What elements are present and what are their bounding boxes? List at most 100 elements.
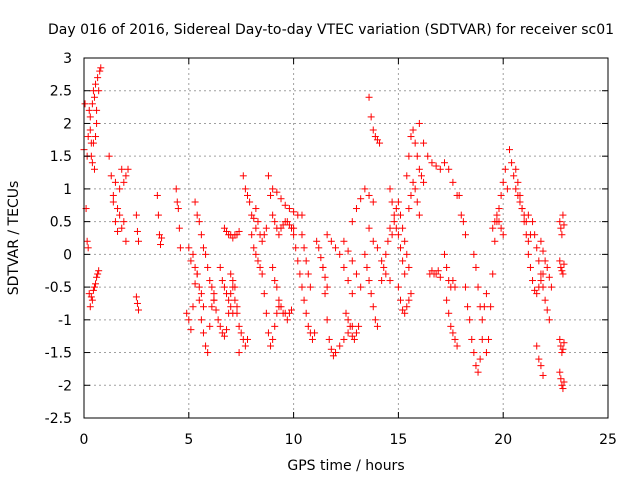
data-point: [403, 172, 411, 180]
data-point: [94, 74, 102, 82]
data-point: [187, 257, 195, 265]
data-point: [208, 303, 216, 311]
data-point: [449, 178, 457, 186]
data-point: [531, 231, 539, 239]
data-point: [390, 211, 398, 219]
data-point: [558, 231, 566, 239]
data-point: [87, 293, 95, 301]
data-point: [260, 231, 268, 239]
data-point: [470, 250, 478, 258]
data-point: [401, 309, 409, 317]
y-tick-label: 1: [63, 182, 72, 198]
data-point: [371, 316, 379, 324]
x-tick-label: 5: [184, 432, 193, 448]
data-point: [557, 263, 565, 271]
data-point: [235, 349, 243, 357]
data-point: [254, 218, 262, 226]
data-point: [346, 322, 354, 330]
data-point: [559, 270, 567, 278]
data-point: [199, 244, 207, 252]
data-point: [195, 218, 203, 226]
data-point: [237, 329, 245, 337]
data-point: [202, 250, 210, 258]
data-point: [499, 178, 507, 186]
data-point: [267, 191, 275, 199]
data-point: [323, 316, 331, 324]
data-point: [195, 296, 203, 304]
data-point: [290, 231, 298, 239]
data-point: [216, 322, 224, 330]
data-point: [273, 188, 281, 196]
data-point: [269, 263, 277, 271]
data-point: [512, 185, 520, 193]
data-point: [176, 244, 184, 252]
data-point: [474, 283, 482, 291]
data-point: [321, 273, 329, 281]
data-point: [109, 198, 117, 206]
data-point: [220, 332, 228, 340]
data-point: [537, 277, 545, 285]
data-point: [269, 185, 277, 193]
data-point: [193, 270, 201, 278]
data-point: [206, 277, 214, 285]
data-point: [541, 296, 549, 304]
data-point: [464, 303, 472, 311]
data-point: [557, 375, 565, 383]
data-point: [390, 218, 398, 226]
data-point: [277, 195, 285, 203]
data-point: [191, 263, 199, 271]
data-point: [516, 198, 524, 206]
data-point: [443, 263, 451, 271]
data-point: [185, 316, 193, 324]
data-point: [518, 205, 526, 213]
data-point: [388, 231, 396, 239]
data-point: [260, 290, 268, 298]
data-point: [396, 244, 404, 252]
data-point: [86, 113, 94, 121]
data-point: [533, 290, 541, 298]
data-point: [537, 270, 545, 278]
data-point: [541, 257, 549, 265]
data-point: [348, 218, 356, 226]
data-point: [489, 270, 497, 278]
data-point: [264, 172, 272, 180]
data-point: [382, 270, 390, 278]
data-point: [403, 250, 411, 258]
data-point: [133, 299, 141, 307]
axis-ticks: 0 5 10 15 20 25 -2.5 -2 -1.5 -1 -0.5 0 0.5 1 1.5 2 2.5 3: [45, 51, 617, 448]
data-point: [252, 205, 260, 213]
data-point: [407, 191, 415, 199]
data-point: [363, 263, 371, 271]
data-point: [241, 342, 249, 350]
data-point: [262, 224, 270, 232]
data-point: [105, 152, 113, 160]
data-point: [327, 345, 335, 353]
data-point: [411, 185, 419, 193]
data-point: [241, 185, 249, 193]
data-point: [524, 250, 532, 258]
data-point: [120, 178, 128, 186]
data-point: [396, 296, 404, 304]
data-point: [420, 139, 428, 147]
data-point: [447, 322, 455, 330]
y-tick-label: 2: [63, 116, 72, 132]
data-point: [267, 342, 275, 350]
data-point: [231, 296, 239, 304]
data-point: [134, 237, 142, 245]
data-point: [482, 290, 490, 298]
data-point: [208, 283, 216, 291]
data-point: [340, 237, 348, 245]
data-point: [495, 218, 503, 226]
data-point: [323, 231, 331, 239]
data-point: [405, 296, 413, 304]
data-point: [317, 254, 325, 262]
data-point: [227, 270, 235, 278]
y-tick-label: -0.5: [45, 280, 72, 296]
data-point: [154, 211, 162, 219]
data-point: [283, 316, 291, 324]
data-points: [80, 64, 568, 393]
data-point: [93, 119, 101, 127]
data-point: [415, 165, 423, 173]
data-point: [134, 306, 142, 314]
x-tick-label: 10: [285, 432, 303, 448]
